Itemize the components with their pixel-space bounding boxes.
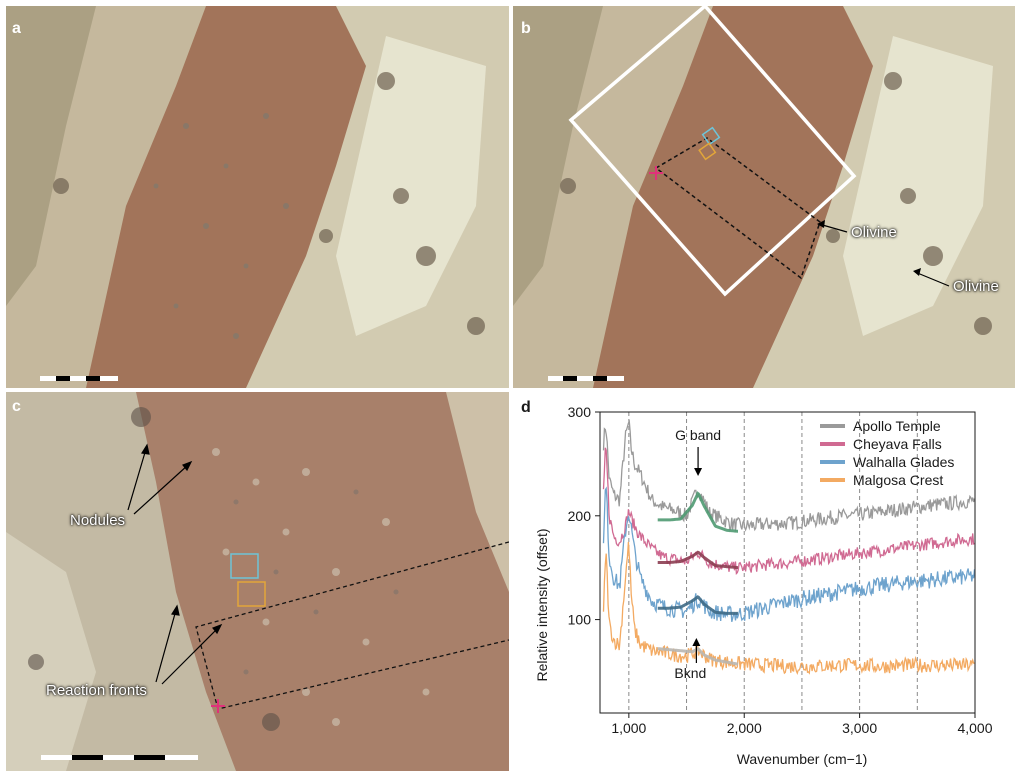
x-tick-label: 2,000 bbox=[727, 720, 762, 736]
x-axis-label: Wavenumber (cm−1) bbox=[737, 751, 868, 767]
fit-curve bbox=[657, 550, 738, 570]
y-axis-label: Relative intensity (offset) bbox=[534, 528, 550, 681]
x-tick-label: 4,000 bbox=[957, 720, 992, 736]
spectrum-line bbox=[602, 541, 975, 676]
spectrum-line bbox=[602, 419, 976, 532]
scan-region-outline bbox=[654, 137, 821, 280]
reaction-fronts-label: Reaction fronts bbox=[46, 682, 147, 699]
panel-letter-a: a bbox=[12, 20, 21, 37]
fit-curve bbox=[657, 491, 738, 533]
cyan-target-box bbox=[230, 553, 259, 579]
x-tick-label: 3,000 bbox=[842, 720, 877, 736]
panel-c-image: c Nodules Reaction fronts bbox=[6, 392, 509, 771]
orange-target-box bbox=[237, 581, 266, 607]
panel-letter-c: c bbox=[12, 398, 21, 415]
legend-label: Cheyava Falls bbox=[853, 436, 942, 452]
cyan-target-box bbox=[701, 126, 721, 146]
legend-label: Apollo Temple bbox=[853, 418, 941, 434]
rock-photo-b bbox=[513, 6, 1015, 388]
analysis-area-box bbox=[568, 6, 857, 297]
x-tick-label: 1,000 bbox=[611, 720, 646, 736]
rock-photo-c bbox=[6, 392, 509, 771]
bknd-annotation: Bknd bbox=[674, 665, 706, 681]
legend-label: Malgosa Crest bbox=[853, 472, 943, 488]
panel-a-image: a bbox=[6, 6, 509, 388]
g-band-annotation: G band bbox=[675, 427, 721, 443]
olivine-label-upper: Olivine bbox=[851, 224, 897, 241]
scale-bar bbox=[40, 376, 118, 381]
spectrum-line bbox=[602, 447, 975, 575]
nodules-label: Nodules bbox=[70, 512, 126, 529]
rock-photo-a bbox=[6, 6, 509, 388]
chart-svg: d 1,000 2,000 3,000 4,000 100 200 300 Apollo T… bbox=[521, 399, 993, 767]
scale-bar bbox=[41, 755, 198, 760]
orange-target-box bbox=[698, 142, 717, 161]
pink-cross-marker bbox=[211, 699, 225, 713]
pink-cross-marker bbox=[649, 166, 663, 180]
legend-label: Walhalla Glades bbox=[853, 454, 954, 470]
g-band-arrowhead bbox=[694, 468, 703, 476]
fit-curve bbox=[657, 647, 739, 666]
scale-bar bbox=[548, 376, 624, 381]
plot-frame bbox=[599, 411, 976, 714]
olivine-label-lower: Olivine bbox=[953, 278, 999, 295]
y-tick-label: 200 bbox=[568, 508, 592, 524]
panel-letter-d: d bbox=[521, 399, 531, 416]
y-tick-label: 100 bbox=[568, 612, 592, 628]
bknd-arrowhead bbox=[692, 638, 701, 646]
panel-letter-b: b bbox=[521, 20, 531, 37]
panel-b-image: b Olivine Olivine bbox=[513, 6, 1015, 388]
raman-spectra-chart: d 1,000 2,000 3,000 4,000 100 200 300 Apollo T… bbox=[515, 392, 1021, 777]
scan-region-outline bbox=[195, 541, 509, 710]
y-tick-label: 300 bbox=[568, 404, 592, 420]
fit-curve bbox=[657, 595, 738, 615]
